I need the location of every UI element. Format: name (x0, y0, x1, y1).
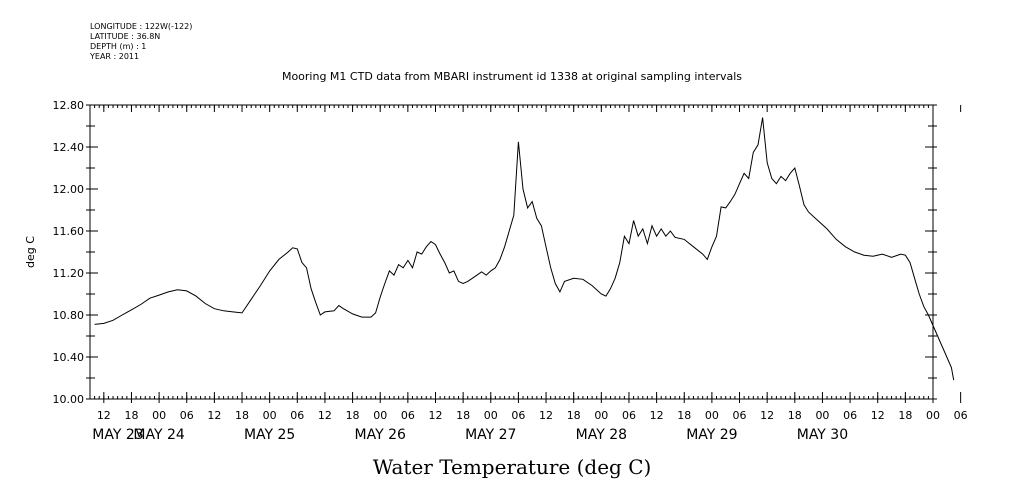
x-hour-tick-label: 18 (346, 409, 360, 422)
x-hour-tick-label: 06 (622, 409, 636, 422)
x-day-label: MAY 25 (244, 427, 295, 443)
x-hour-tick-label: 18 (788, 409, 802, 422)
x-hour-tick-label: 00 (815, 409, 829, 422)
plot-frame (89, 104, 934, 400)
x-hour-tick-label: 12 (428, 409, 442, 422)
x-hour-tick-label: 06 (180, 409, 194, 422)
y-tick-label: 11.60 (53, 225, 85, 238)
y-tick-label: 12.00 (53, 183, 85, 196)
x-hour-tick-label: 12 (871, 409, 885, 422)
x-hour-tick-label: 12 (650, 409, 664, 422)
longitude-text: LONGITUDE : 122W(-122) (90, 22, 193, 31)
x-day-label: MAY 24 (133, 427, 184, 443)
x-hour-tick-label: 00 (373, 409, 387, 422)
y-tick-label: 10.80 (53, 309, 85, 322)
year-text: YEAR : 2011 (90, 52, 140, 61)
y-tick-label: 11.20 (53, 267, 85, 280)
x-hour-tick-label: 06 (954, 409, 968, 422)
y-tick-label: 10.00 (53, 393, 85, 406)
y-tick-label: 10.40 (53, 351, 85, 364)
chart-title: Mooring M1 CTD data from MBARI instrumen… (282, 70, 742, 83)
x-axis-label: Water Temperature (deg C) (373, 455, 652, 479)
x-hour-tick-label: 00 (484, 409, 498, 422)
x-day-label: MAY 29 (686, 427, 737, 443)
x-hour-tick-label: 00 (594, 409, 608, 422)
x-day-label: MAY 30 (797, 427, 848, 443)
x-hour-tick-label: 06 (511, 409, 525, 422)
latitude-text: LATITUDE : 36.8N (90, 32, 161, 41)
x-hour-tick-label: 00 (263, 409, 277, 422)
labels-layer: 12 18 00 06 12 18 00 06 12 18 00 06 12 18 00 06 12 18 00 06… (53, 99, 968, 443)
x-hour-tick-label: 18 (456, 409, 470, 422)
x-hour-tick-label: 18 (677, 409, 691, 422)
y-axis-label: deg C (24, 236, 37, 268)
y-tick-label: 12.40 (53, 141, 85, 154)
x-day-label: MAY 23 (92, 427, 143, 443)
x-hour-tick-label: 00 (152, 409, 166, 422)
ticks-layer (86, 104, 962, 403)
x-hour-tick-label: 18 (898, 409, 912, 422)
depth-text: DEPTH (m) : 1 (90, 42, 147, 51)
x-hour-tick-label: 06 (290, 409, 304, 422)
x-hour-tick-label: 12 (318, 409, 332, 422)
x-hour-tick-label: 18 (235, 409, 249, 422)
x-day-label: MAY 27 (465, 427, 516, 443)
x-hour-tick-label: 06 (733, 409, 747, 422)
x-hour-tick-label: 06 (843, 409, 857, 422)
y-tick-label: 12.80 (53, 99, 85, 112)
x-hour-tick-label: 00 (705, 409, 719, 422)
x-day-label: MAY 26 (355, 427, 406, 443)
x-day-label: MAY 28 (576, 427, 627, 443)
x-hour-tick-label: 18 (567, 409, 581, 422)
x-hour-tick-label: 12 (760, 409, 774, 422)
temperature-series-line (94, 117, 955, 381)
metadata-block: LONGITUDE : 122W(-122) LATITUDE : 36.8N … (90, 22, 192, 62)
x-hour-tick-label: 06 (401, 409, 415, 422)
x-hour-tick-label: 00 (926, 409, 940, 422)
x-hour-tick-label: 12 (97, 409, 111, 422)
x-hour-tick-label: 18 (124, 409, 138, 422)
x-hour-tick-label: 12 (207, 409, 221, 422)
x-hour-tick-label: 12 (539, 409, 553, 422)
